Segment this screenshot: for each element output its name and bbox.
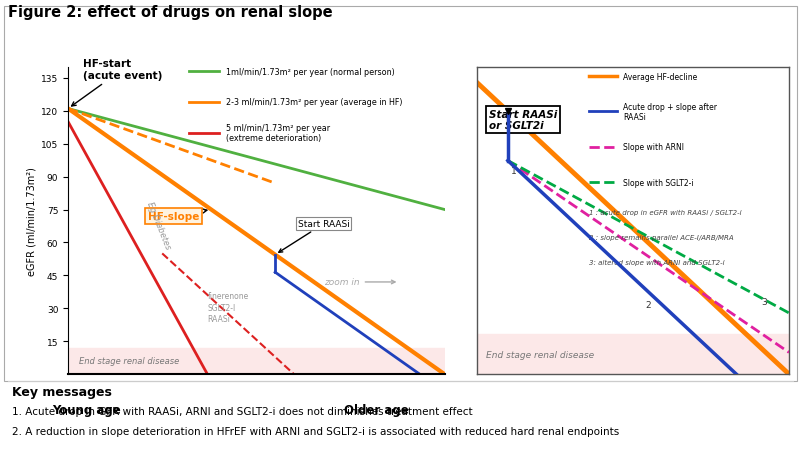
Text: 3: altered slope with ARNI and SGLT2-i: 3: altered slope with ARNI and SGLT2-i [589, 259, 725, 265]
Text: 1: 1 [511, 166, 517, 175]
Text: 2 : slope remains parallel ACE-I/ARB/MRA: 2 : slope remains parallel ACE-I/ARB/MRA [589, 235, 734, 240]
Text: 2-3 ml/min/1.73m² per year (average in HF): 2-3 ml/min/1.73m² per year (average in H… [226, 98, 403, 107]
Text: Older age: Older age [344, 403, 409, 416]
Text: 2. A reduction in slope deterioration in HFrEF with ARNI and SGLT2-i is associat: 2. A reduction in slope deterioration in… [12, 426, 619, 436]
Y-axis label: eGFR (ml/min/1.73m²): eGFR (ml/min/1.73m²) [27, 167, 37, 275]
Text: 3: 3 [761, 297, 767, 306]
Text: Acute drop + slope after
RAASi: Acute drop + slope after RAASi [623, 102, 718, 122]
Text: 5 ml/min/1.73m² per year
(extreme deterioration): 5 ml/min/1.73m² per year (extreme deteri… [226, 124, 330, 143]
Text: finerenone
SGLT2-I
RAASi: finerenone SGLT2-I RAASi [207, 291, 248, 324]
Text: zoom in: zoom in [324, 278, 395, 287]
Text: Start RAASi
or SGLT2i: Start RAASi or SGLT2i [489, 110, 557, 131]
Text: 2: 2 [646, 301, 651, 310]
Text: 1. Acute drop in GFR with RAASi, ARNI and SGLT2-i does not diminishes treatment : 1. Acute drop in GFR with RAASi, ARNI an… [12, 406, 473, 416]
Bar [477, 335, 789, 374]
Text: Start RAASi: Start RAASi [279, 220, 349, 253]
Text: 1 : acute drop in eGFR with RAASi / SGLT2-i: 1 : acute drop in eGFR with RAASi / SGLT… [589, 210, 742, 216]
Text: End stage renal disease: End stage renal disease [79, 357, 179, 366]
Text: Slope with ARNI: Slope with ARNI [623, 143, 684, 152]
Text: Young age: Young age [53, 403, 121, 416]
Text: 1ml/min/1.73m² per year (normal person): 1ml/min/1.73m² per year (normal person) [226, 68, 395, 77]
Text: Average HF-decline: Average HF-decline [623, 72, 698, 81]
Text: Slope with SGLT2-i: Slope with SGLT2-i [623, 178, 694, 187]
Text: End stage renal disease: End stage renal disease [486, 350, 594, 359]
Text: Eg Diabetes: Eg Diabetes [145, 200, 172, 250]
Text: Key messages: Key messages [12, 386, 112, 399]
Text: HF-start
(acute event): HF-start (acute event) [71, 59, 163, 107]
Text: HF-slope: HF-slope [148, 209, 207, 221]
Text: Figure 2: effect of drugs on renal slope: Figure 2: effect of drugs on renal slope [8, 5, 332, 19]
Bar [68, 348, 445, 374]
